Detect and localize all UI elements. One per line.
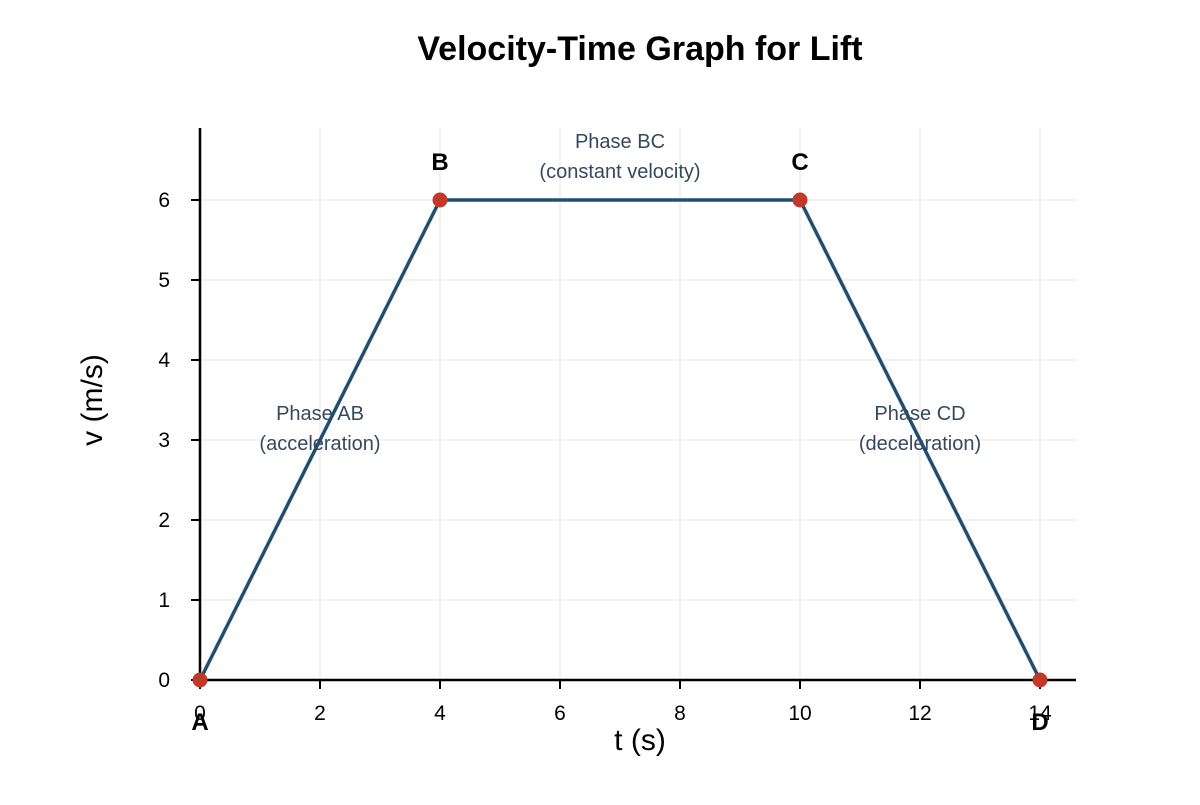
x-tick-label: 14 <box>1028 702 1052 725</box>
data-point-marker <box>792 192 808 208</box>
y-tick-label: 5 <box>158 269 170 292</box>
axes <box>198 128 1076 682</box>
y-tick-label: 0 <box>158 669 170 692</box>
point-label-a: A <box>191 709 208 736</box>
point-label-b: B <box>431 149 448 176</box>
phase-annotation: Phase AB <box>276 403 364 425</box>
phase-annotation: (constant velocity) <box>539 161 700 183</box>
y-tick-label: 4 <box>158 349 170 372</box>
y-tick-label: 2 <box>158 509 170 532</box>
series: A B C D <box>191 149 1048 736</box>
x-tick-label: 6 <box>554 702 566 725</box>
phase-annotation: Phase CD <box>874 403 965 425</box>
y-tick-label: 1 <box>158 589 170 612</box>
phase-annotation: Phase BC <box>575 131 665 153</box>
annotations: Phase AB (acceleration) Phase BC (constant … <box>259 131 981 455</box>
x-tick-label: 8 <box>674 702 686 725</box>
phase-annotation: (deceleration) <box>859 433 981 455</box>
phase-annotation: (acceleration) <box>259 433 380 455</box>
y-axis-label: v (m/s) <box>76 354 109 446</box>
y-tick-label: 3 <box>158 429 170 452</box>
data-point-marker <box>432 192 448 208</box>
x-tick-label: 12 <box>908 702 931 725</box>
grid <box>199 128 1076 681</box>
series-line <box>198 198 1042 681</box>
x-tick-label: 10 <box>788 702 811 725</box>
x-tick-label: 4 <box>434 702 446 725</box>
point-label-d: D <box>1031 709 1048 736</box>
chart-title: Velocity-Time Graph for Lift <box>417 30 862 68</box>
data-point-marker <box>192 672 208 688</box>
x-tick-label: 2 <box>314 702 326 725</box>
data-point-marker <box>1032 672 1048 688</box>
x-axis-label: t (s) <box>614 724 666 757</box>
y-tick-label: 6 <box>158 189 170 212</box>
x-tick-label: 0 <box>194 702 206 725</box>
point-label-c: C <box>791 149 808 176</box>
